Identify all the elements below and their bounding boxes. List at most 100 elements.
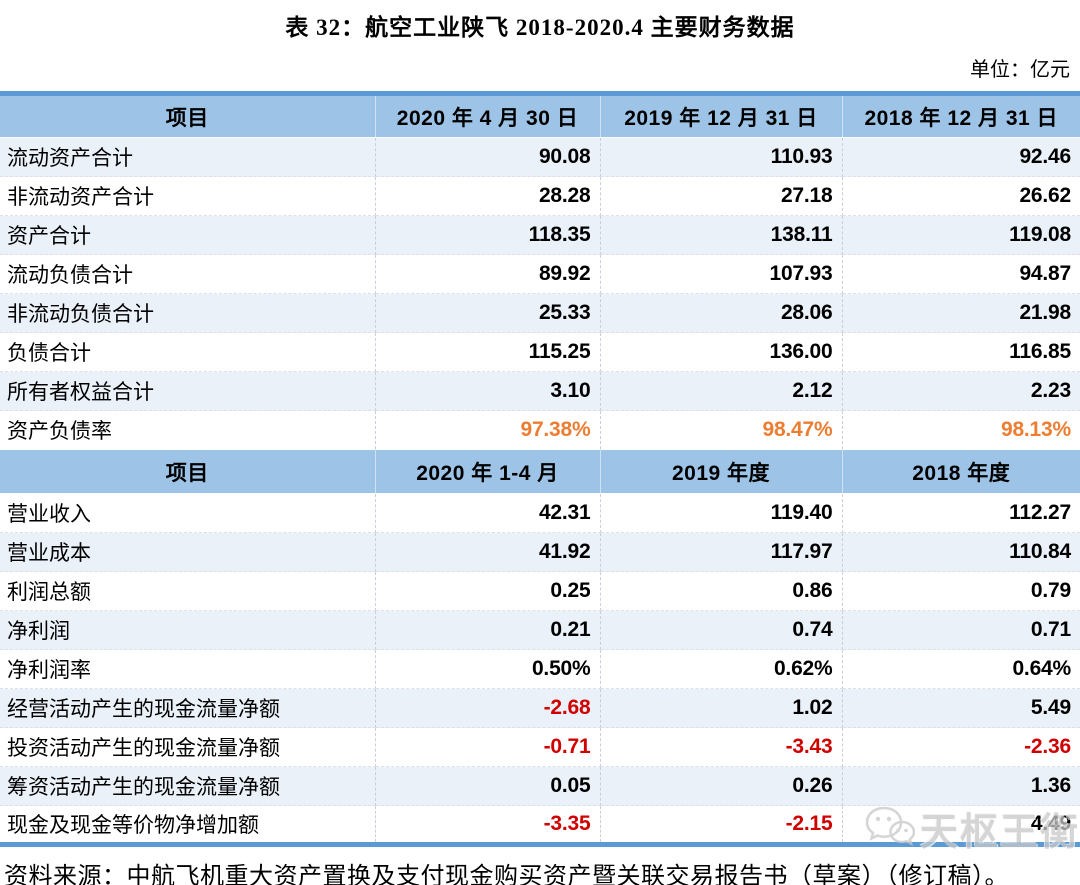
cell-value: -2.68 — [375, 688, 601, 728]
column-header: 2019 年 12 月 31 日 — [600, 93, 843, 138]
cell-value: 107.93 — [600, 254, 843, 294]
cell-value: 26.62 — [842, 176, 1080, 216]
cell-value: 136.00 — [600, 332, 843, 372]
cell-value: 0.74 — [600, 610, 843, 650]
column-header: 2020 年 1-4 月 — [375, 449, 601, 494]
cell-value: 2.23 — [842, 371, 1080, 411]
cell-value: 110.84 — [842, 532, 1080, 572]
cell-value: 97.38% — [375, 410, 601, 450]
column-header: 2018 年度 — [842, 449, 1080, 494]
cell-value: 94.87 — [842, 254, 1080, 294]
cell-value: 0.62% — [600, 649, 843, 689]
row-label: 流动资产合计 — [0, 137, 376, 177]
cell-value: 1.02 — [600, 688, 843, 728]
row-label: 现金及现金等价物净增加额 — [0, 805, 376, 845]
cell-value: 0.50% — [375, 649, 601, 689]
cell-value: -2.15 — [600, 805, 843, 845]
cell-value: 0.21 — [375, 610, 601, 650]
table-row: 现金及现金等价物净增加额 -3.35 -2.15 4.49 — [0, 805, 1080, 845]
table-row: 负债合计 115.25 136.00 116.85 — [0, 332, 1080, 372]
table-row: 资产负债率 97.38% 98.47% 98.13% — [0, 410, 1080, 450]
row-label: 净利润 — [0, 610, 376, 650]
cell-value: 0.79 — [842, 571, 1080, 611]
financial-table: 项目 2020 年 4 月 30 日 2019 年 12 月 31 日 2018 年 … — [0, 91, 1080, 847]
row-label: 投资活动产生的现金流量净额 — [0, 727, 376, 767]
cell-value: 25.33 — [375, 293, 601, 333]
table-row: 非流动资产合计 28.28 27.18 26.62 — [0, 176, 1080, 216]
cell-value: 21.98 — [842, 293, 1080, 333]
cell-value: 117.97 — [600, 532, 843, 572]
cell-value: -2.36 — [842, 727, 1080, 767]
cell-value: 1.36 — [842, 766, 1080, 806]
cell-value: 119.40 — [600, 493, 843, 533]
cell-value: 138.11 — [600, 215, 843, 255]
cell-value: -0.71 — [375, 727, 601, 767]
table-title: 表 32：航空工业陕飞 2018-2020.4 主要财务数据 — [285, 15, 795, 40]
cell-value: 0.26 — [600, 766, 843, 806]
cell-value: 28.06 — [600, 293, 843, 333]
column-header: 2020 年 4 月 30 日 — [375, 93, 601, 138]
table-row: 资产合计 118.35 138.11 119.08 — [0, 215, 1080, 255]
cell-value: 92.46 — [842, 137, 1080, 177]
row-label: 负债合计 — [0, 332, 376, 372]
cell-value: 42.31 — [375, 493, 601, 533]
table-row: 经营活动产生的现金流量净额 -2.68 1.02 5.49 — [0, 688, 1080, 728]
cell-value: 118.35 — [375, 215, 601, 255]
cell-value: 0.05 — [375, 766, 601, 806]
cell-value: 116.85 — [842, 332, 1080, 372]
cell-value: 3.10 — [375, 371, 601, 411]
cell-value: 112.27 — [842, 493, 1080, 533]
table-row: 筹资活动产生的现金流量净额 0.05 0.26 1.36 — [0, 766, 1080, 806]
cell-value: 90.08 — [375, 137, 601, 177]
column-header: 2018 年 12 月 31 日 — [842, 93, 1080, 138]
cell-value: 2.12 — [600, 371, 843, 411]
row-label: 非流动资产合计 — [0, 176, 376, 216]
row-label: 资产合计 — [0, 215, 376, 255]
table-row: 营业成本 41.92 117.97 110.84 — [0, 532, 1080, 572]
cell-value: 28.28 — [375, 176, 601, 216]
table-row: 营业收入 42.31 119.40 112.27 — [0, 493, 1080, 533]
cell-value: 110.93 — [600, 137, 843, 177]
table-row: 流动资产合计 90.08 110.93 92.46 — [0, 137, 1080, 177]
row-label: 非流动负债合计 — [0, 293, 376, 333]
table-row: 流动负债合计 89.92 107.93 94.87 — [0, 254, 1080, 294]
row-label: 所有者权益合计 — [0, 371, 376, 411]
cell-value: 5.49 — [842, 688, 1080, 728]
table-row: 净利润 0.21 0.74 0.71 — [0, 610, 1080, 650]
table-header-row: 项目 2020 年 4 月 30 日 2019 年 12 月 31 日 2018 年 … — [0, 93, 1080, 138]
table-row: 非流动负债合计 25.33 28.06 21.98 — [0, 293, 1080, 333]
cell-value: -3.43 — [600, 727, 843, 767]
column-header: 项目 — [0, 449, 376, 494]
row-label: 营业收入 — [0, 493, 376, 533]
cell-value: -3.35 — [375, 805, 601, 845]
cell-value: 119.08 — [842, 215, 1080, 255]
row-label: 利润总额 — [0, 571, 376, 611]
unit-label: 单位：亿元 — [970, 59, 1070, 81]
cell-value: 98.13% — [842, 410, 1080, 450]
row-label: 资产负债率 — [0, 410, 376, 450]
cell-value: 98.47% — [600, 410, 843, 450]
row-label: 流动负债合计 — [0, 254, 376, 294]
table-header-row: 项目 2020 年 1-4 月 2019 年度 2018 年度 — [0, 449, 1080, 494]
cell-value: 4.49 — [842, 805, 1080, 845]
financial-table-body: 项目 2020 年 4 月 30 日 2019 年 12 月 31 日 2018 年 … — [0, 93, 1080, 845]
cell-value: 0.86 — [600, 571, 843, 611]
row-label: 筹资活动产生的现金流量净额 — [0, 766, 376, 806]
table-row: 净利润率 0.50% 0.62% 0.64% — [0, 649, 1080, 689]
cell-value: 0.64% — [842, 649, 1080, 689]
table-row: 投资活动产生的现金流量净额 -0.71 -3.43 -2.36 — [0, 727, 1080, 767]
cell-value: 41.92 — [375, 532, 601, 572]
row-label: 营业成本 — [0, 532, 376, 572]
cell-value: 27.18 — [600, 176, 843, 216]
column-header: 2019 年度 — [600, 449, 843, 494]
table-row: 所有者权益合计 3.10 2.12 2.23 — [0, 371, 1080, 411]
column-header: 项目 — [0, 93, 376, 138]
row-label: 经营活动产生的现金流量净额 — [0, 688, 376, 728]
cell-value: 89.92 — [375, 254, 601, 294]
source-note: 资料来源：中航飞机重大资产置换及支付现金购买资产暨关联交易报告书（草案）（修订稿… — [4, 864, 1009, 885]
row-label: 净利润率 — [0, 649, 376, 689]
cell-value: 0.25 — [375, 571, 601, 611]
cell-value: 0.71 — [842, 610, 1080, 650]
table-row: 利润总额 0.25 0.86 0.79 — [0, 571, 1080, 611]
